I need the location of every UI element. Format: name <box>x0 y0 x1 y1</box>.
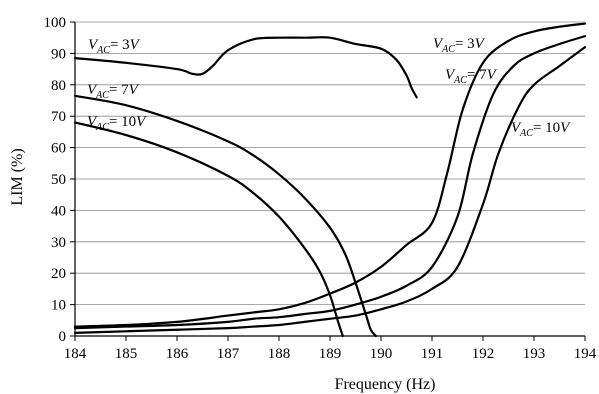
series-label-decreasing-0: VAC= 3V <box>88 37 141 56</box>
x-tick-labels: 184 185 186 187 188 189 190 191 192 193 194 <box>64 346 597 362</box>
y-tick-label: 10 <box>51 298 66 314</box>
x-tick-label: 185 <box>115 346 138 362</box>
y-tick-label: 100 <box>44 15 67 31</box>
y-tick-labels: 0 10 20 30 40 50 60 70 80 90 100 <box>44 15 67 345</box>
x-tick-label: 187 <box>217 346 240 362</box>
y-tick-label: 90 <box>51 46 66 62</box>
series-line-decreasing-2 <box>73 121 344 338</box>
series-lines <box>73 22 587 338</box>
gridlines <box>75 21 585 306</box>
series-line-decreasing-0 <box>73 36 418 99</box>
series-label-increasing-3: VAC= 3V <box>433 36 486 55</box>
x-tick-label: 186 <box>166 346 189 362</box>
series-line-increasing-5 <box>73 46 587 334</box>
y-tick-label: 50 <box>51 172 66 188</box>
y-tick-label: 80 <box>51 78 66 94</box>
y-tick-label: 20 <box>51 266 66 282</box>
series-label-increasing-4: VAC= 7V <box>445 67 498 86</box>
y-tick-label: 60 <box>51 141 66 157</box>
series-labels: VAC= 3V VAC= 7V VAC= 10V VAC= 3V VAC= 7V VAC=… <box>87 36 571 139</box>
x-tick-label: 188 <box>268 346 291 362</box>
y-tick-label: 0 <box>59 329 67 345</box>
series-label-increasing-5: VAC= 10V <box>511 120 571 139</box>
series-line-increasing-3 <box>73 22 587 328</box>
series-label-decreasing-2: VAC= 10V <box>87 114 147 133</box>
x-tick-label: 184 <box>64 346 87 362</box>
x-tick-label: 191 <box>421 346 444 362</box>
y-tick-label: 70 <box>51 109 66 125</box>
y-tick-label: 30 <box>51 235 66 251</box>
x-tick-label: 192 <box>472 346 495 362</box>
x-axis-title: Frequency (Hz) <box>335 376 436 393</box>
x-tick-label: 194 <box>574 346 597 362</box>
x-tick-label: 193 <box>523 346 546 362</box>
x-tick-label: 190 <box>370 346 393 362</box>
series-line-increasing-4 <box>73 35 587 330</box>
series-label-decreasing-1: VAC= 7V <box>87 82 140 101</box>
y-axis-title: LIM (%) <box>9 148 26 205</box>
y-tick-label: 40 <box>51 203 66 219</box>
axes <box>70 21 586 341</box>
x-tick-label: 189 <box>319 346 342 362</box>
